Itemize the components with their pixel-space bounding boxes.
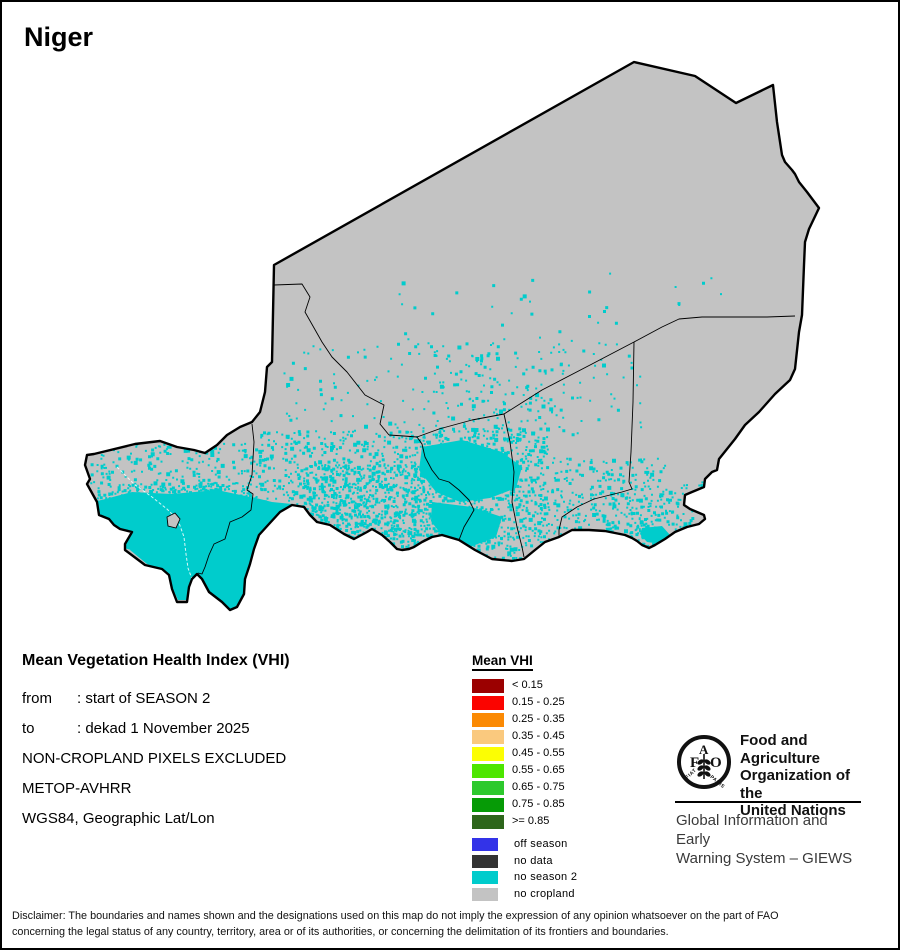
legend-swatch xyxy=(472,730,504,744)
legend-swatch xyxy=(472,854,498,868)
legend-row: 0.65 - 0.75 xyxy=(472,780,565,797)
legend-swatch xyxy=(472,838,498,851)
giews-name: Global Information and Early Warning Sys… xyxy=(676,811,864,868)
legend-row: 0.75 - 0.85 xyxy=(472,797,565,814)
fao-logo-letter-o: O xyxy=(710,755,722,771)
niger-national-border xyxy=(83,60,821,612)
page-title: Niger xyxy=(24,22,94,52)
legend-swatch xyxy=(472,696,504,710)
info-line-noncropland: NON-CROPLAND PIXELS EXCLUDED xyxy=(22,750,287,767)
info-row-from: from: start of SEASON 2 xyxy=(22,684,290,714)
legend-row: 0.35 - 0.45 xyxy=(472,729,565,746)
legend-row: 0.45 - 0.55 xyxy=(472,746,565,763)
legend-label: 0.15 - 0.25 xyxy=(512,696,565,708)
vhi-legend: Mean VHI < 0.15 0.15 - 0.25 0.25 - 0.35 … xyxy=(472,652,565,831)
fao-separator xyxy=(675,801,861,803)
info-to-value: dekad 1 November 2025 xyxy=(85,720,250,737)
legend-label: 0.25 - 0.35 xyxy=(512,713,565,725)
niger-country-fill xyxy=(85,62,819,610)
legend-swatch xyxy=(472,871,498,884)
fao-org-name: Food and Agriculture Organization of the… xyxy=(740,732,864,820)
info-from-value: start of SEASON 2 xyxy=(85,690,211,707)
info-heading: Mean Vegetation Health Index (VHI) xyxy=(22,652,290,669)
legend-swatch xyxy=(472,815,504,829)
legend-swatch xyxy=(472,798,504,812)
season2-speckles xyxy=(87,272,722,564)
fao-org-line: Food and Agriculture xyxy=(740,732,821,767)
legend-row: 0.15 - 0.25 xyxy=(472,695,565,712)
legend-label: off season xyxy=(514,838,568,850)
disclaimer-text: Disclaimer: The boundaries and names sho… xyxy=(12,909,881,940)
legend-swatch xyxy=(472,713,504,727)
info-row-to: to: dekad 1 November 2025 xyxy=(22,714,290,744)
map-info-block: Mean Vegetation Health Index (VHI) from:… xyxy=(22,652,290,834)
legend-label: < 0.15 xyxy=(512,679,543,691)
legend-label: 0.45 - 0.55 xyxy=(512,747,565,759)
legend-label: 0.35 - 0.45 xyxy=(512,730,565,742)
legend-title: Mean VHI xyxy=(472,653,533,671)
legend-row: 0.55 - 0.65 xyxy=(472,763,565,780)
legend-label: >= 0.85 xyxy=(512,815,550,827)
legend-row: 0.25 - 0.35 xyxy=(472,712,565,729)
fao-org-line: United Nations xyxy=(740,802,846,819)
legend-row: < 0.15 xyxy=(472,678,543,695)
legend-swatch xyxy=(472,679,504,693)
giews-line: Global Information and Early xyxy=(676,812,828,848)
fao-org-line: Organization of the xyxy=(740,767,850,802)
disclaimer-line: Disclaimer: The boundaries and names sho… xyxy=(12,910,779,922)
legend-swatch xyxy=(472,781,504,795)
legend-label: 0.55 - 0.65 xyxy=(512,764,565,776)
info-from-sep: : xyxy=(77,690,82,707)
legend-label: no cropland xyxy=(514,887,575,900)
info-from-label: from xyxy=(22,690,52,707)
info-to-sep: : xyxy=(77,720,82,737)
admin-boundaries xyxy=(197,283,796,575)
fao-logo-icon: F A O FIAT PANIS xyxy=(677,735,731,790)
fao-logo-letter-a: A xyxy=(699,742,709,757)
info-line-sensor: METOP-AVHRR xyxy=(22,780,132,797)
enclave-outline xyxy=(166,512,181,529)
legend-row: >= 0.85 xyxy=(472,814,549,831)
legend-swatch xyxy=(472,887,498,901)
legend-label: 0.65 - 0.75 xyxy=(512,781,565,793)
giews-line: Warning System – GIEWS xyxy=(676,850,853,867)
info-to-label: to xyxy=(22,720,35,737)
legend-swatch xyxy=(472,747,504,761)
fao-logo-letter-f: F xyxy=(690,755,699,771)
disclaimer-line: concerning the legal status of any count… xyxy=(12,925,669,938)
legend-label: 0.75 - 0.85 xyxy=(512,798,565,810)
legend-label: no data xyxy=(514,854,553,867)
fao-logo-wheat xyxy=(697,754,711,779)
legend-swatch xyxy=(472,764,504,778)
legend-label: no season 2 xyxy=(514,871,578,883)
info-line-projection: WGS84, Geographic Lat/Lon xyxy=(22,810,215,827)
